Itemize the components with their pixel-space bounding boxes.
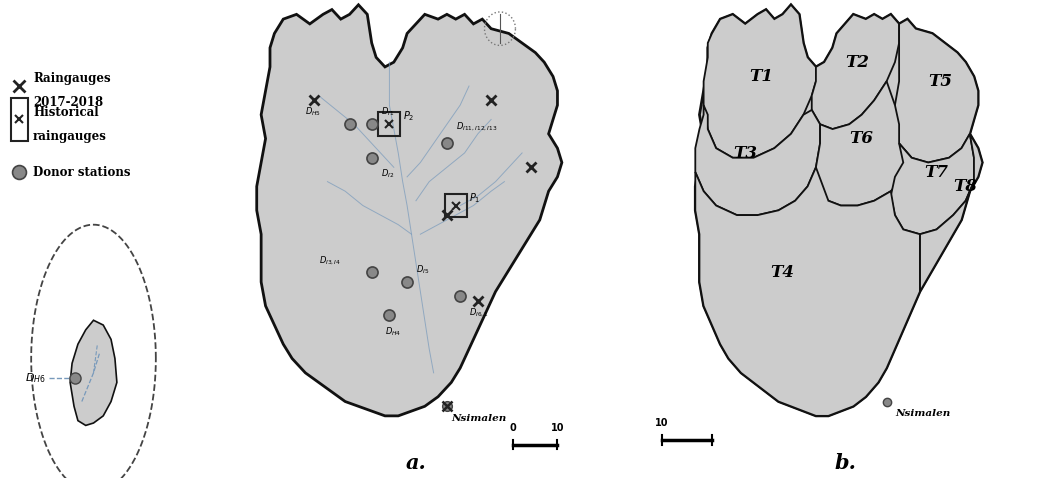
Polygon shape	[895, 19, 978, 163]
Text: $P_1$: $P_1$	[469, 191, 480, 205]
Text: 10: 10	[551, 423, 564, 433]
Text: $D_{I1}$: $D_{I1}$	[380, 106, 394, 118]
Text: raingauges: raingauges	[33, 130, 107, 143]
Text: T7: T7	[925, 164, 948, 181]
Text: $D_{I5}$: $D_{I5}$	[416, 263, 430, 276]
Text: 0: 0	[510, 423, 517, 433]
Polygon shape	[703, 5, 816, 158]
Text: T3: T3	[733, 145, 757, 162]
Polygon shape	[920, 134, 982, 292]
Polygon shape	[695, 105, 820, 215]
Text: Nsimalen: Nsimalen	[452, 413, 506, 423]
Polygon shape	[71, 320, 117, 425]
Polygon shape	[891, 134, 974, 234]
Text: a.: a.	[405, 453, 426, 473]
Text: T5: T5	[929, 73, 952, 90]
Polygon shape	[695, 5, 982, 416]
Text: $D_{I11,I12,I13}$: $D_{I11,I12,I13}$	[456, 120, 497, 133]
Text: $D_{I2}$: $D_{I2}$	[380, 168, 394, 180]
Polygon shape	[816, 81, 912, 206]
Text: $D_{I3,I4}$: $D_{I3,I4}$	[319, 254, 341, 267]
Text: $D_{H4}$: $D_{H4}$	[385, 326, 401, 338]
Text: T4: T4	[770, 264, 794, 281]
Text: Historical: Historical	[33, 106, 99, 119]
Text: T6: T6	[849, 130, 873, 147]
Polygon shape	[257, 5, 562, 416]
Bar	[444, 194, 466, 217]
Text: b.: b.	[834, 453, 856, 473]
Polygon shape	[812, 14, 899, 129]
Text: $D_{H5}$: $D_{H5}$	[305, 106, 321, 118]
Text: T2: T2	[846, 54, 869, 71]
Text: $P_2$: $P_2$	[402, 109, 414, 123]
Text: 2017-2018: 2017-2018	[33, 96, 103, 109]
Text: Raingauges: Raingauges	[33, 72, 111, 86]
Text: Donor stations: Donor stations	[33, 165, 131, 179]
Text: 10: 10	[655, 418, 669, 428]
Text: $D_{H6}$: $D_{H6}$	[25, 371, 46, 384]
Text: Nsimalen: Nsimalen	[895, 409, 950, 418]
Text: T1: T1	[750, 68, 773, 85]
Bar	[378, 112, 400, 136]
Text: $D_{I6,1}$: $D_{I6,1}$	[469, 307, 489, 319]
Text: T8: T8	[953, 178, 977, 195]
Bar	[11, 98, 28, 141]
Polygon shape	[695, 167, 920, 416]
